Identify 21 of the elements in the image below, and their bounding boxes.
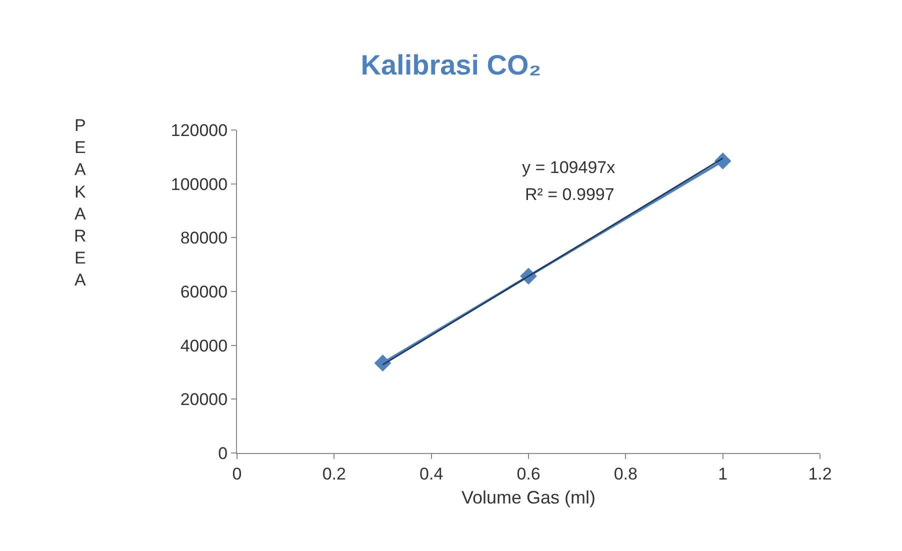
annotation: R² = 0.9997 — [525, 185, 614, 204]
chart-title: Kalibrasi CO₂ — [360, 50, 542, 81]
x-tick-label: 0.6 — [516, 464, 540, 484]
x-axis-title: Volume Gas (ml) — [461, 488, 596, 508]
point — [374, 354, 392, 372]
y-tick-label: 20000 — [180, 390, 228, 410]
y-tick-label: 0 — [218, 444, 228, 463]
x-tick-label: 0 — [232, 464, 242, 484]
x-tick-label: 0.8 — [614, 464, 638, 484]
y-tick-label: 80000 — [180, 228, 228, 248]
y-tick-label: 100000 — [170, 174, 228, 194]
y-tick-label: 120000 — [170, 120, 228, 140]
x-tick-label: 0.4 — [420, 464, 444, 484]
x-tick-label: 0.2 — [322, 464, 346, 484]
x-tick-label: 1 — [718, 464, 728, 484]
y-tick-label: 40000 — [180, 336, 228, 356]
y-axis-title: PEAKAREA — [74, 116, 86, 290]
y-tick-label: 60000 — [180, 282, 228, 302]
point — [714, 152, 732, 170]
annotation: y = 109497x — [522, 158, 616, 177]
x-tick-label: 1.2 — [808, 464, 832, 484]
